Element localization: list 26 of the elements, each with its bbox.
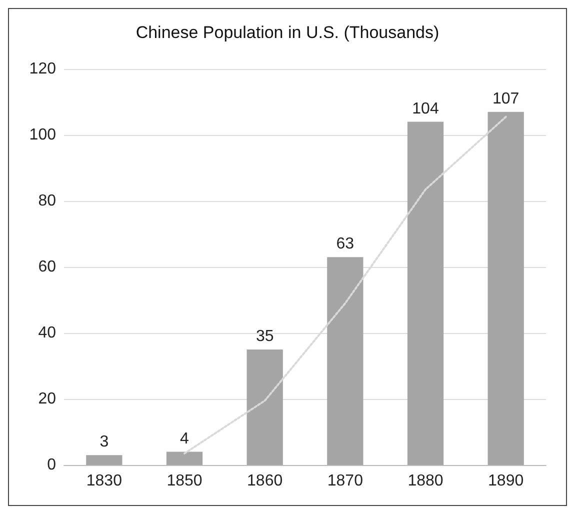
x-tick-label: 1860 [247,472,283,490]
data-label: 63 [336,236,354,253]
data-label: 104 [412,100,439,118]
bar [86,455,122,465]
y-tick-label: 20 [38,390,56,408]
bar [246,350,283,465]
x-tick-label: 1890 [488,472,524,490]
data-label: 107 [492,90,520,108]
y-tick-label: 60 [38,258,56,276]
data-label: 4 [180,430,190,448]
y-tick-label: 100 [29,126,56,144]
data-label: 35 [256,328,274,345]
bar [166,452,203,465]
y-tick-label: 0 [47,456,56,474]
y-tick-label: 120 [29,60,56,78]
x-tick-label: 1880 [408,472,444,490]
chart-title: Chinese Population in U.S. (Thousands) [136,23,440,42]
bar [327,257,364,465]
data-label: 3 [100,434,109,451]
x-tick-label: 1830 [86,472,122,490]
x-tick-label: 1870 [327,472,364,490]
y-tick-label: 40 [38,324,56,342]
bar [407,122,444,465]
x-tick-label: 1850 [166,472,202,490]
y-tick-label: 80 [38,192,56,210]
bar [488,112,524,465]
